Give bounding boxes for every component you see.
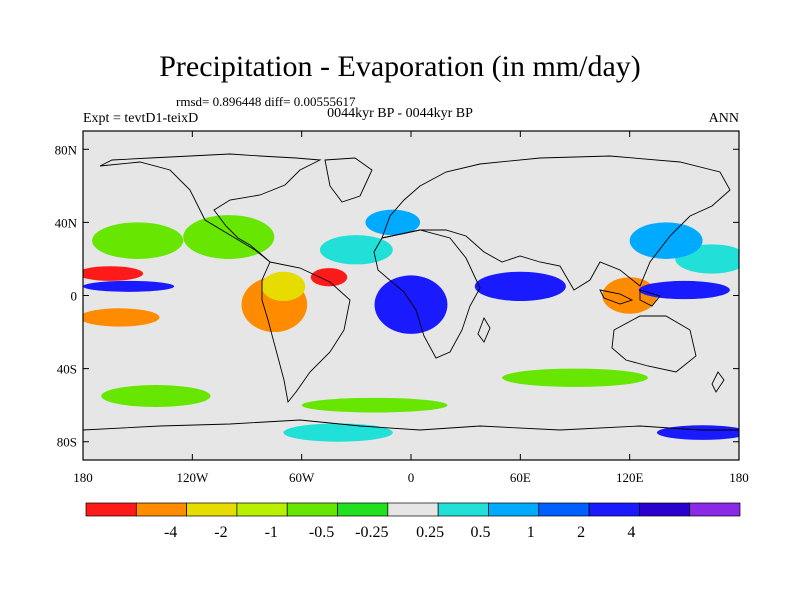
colorbar-label: -2	[214, 524, 227, 541]
coast-south-america	[261, 261, 351, 404]
colorbar-label: 0.5	[470, 524, 490, 541]
colorbar-swatch-1	[135, 502, 187, 517]
coast-north-america	[99, 153, 322, 263]
lat-tick-label: 0	[71, 289, 78, 304]
colorbar-swatch-6	[387, 502, 439, 517]
colorbar-swatch-3	[236, 502, 288, 517]
colorbar-swatch-0	[85, 502, 137, 517]
coast-indonesia	[599, 289, 661, 307]
lon-tick-label: 180	[729, 470, 749, 485]
lon-tick-label: 180	[73, 470, 93, 485]
lon-tick-label: 60W	[289, 470, 315, 485]
colorbar-label: 0.25	[416, 524, 444, 541]
contour-region-1	[83, 280, 175, 292]
lon-tick-label: 120W	[176, 470, 209, 485]
contour-region-0	[83, 266, 144, 281]
contour-region-17	[502, 368, 648, 387]
contour-region-9	[365, 209, 421, 236]
coast-africa	[373, 229, 481, 359]
contour-region-7	[310, 268, 348, 287]
stats-label: rmsd= 0.896448 diff= 0.00555617	[176, 94, 356, 109]
contour-region-8	[319, 235, 393, 265]
coast-australia	[611, 315, 697, 373]
lon-tick-label: 120E	[616, 470, 644, 485]
subtitle: 0044kyr BP - 0044kyr BP	[327, 106, 473, 121]
colorbar-swatch-11	[639, 502, 691, 517]
colorbar-swatch-7	[437, 502, 489, 517]
contour-region-16	[301, 397, 448, 413]
lon-tick-label: 60E	[510, 470, 531, 485]
contour-region-19	[283, 423, 393, 442]
colorbar-label: -4	[164, 524, 177, 541]
coast-eurasia	[381, 155, 731, 291]
contour-region-6	[261, 271, 306, 301]
season-label: ANN	[708, 111, 739, 126]
contour-region-11	[474, 271, 566, 301]
lat-tick-label: 80S	[57, 435, 77, 450]
colorbar-swatch-4	[286, 502, 338, 517]
contour-region-20	[657, 425, 739, 440]
lat-tick-label: 80N	[55, 142, 78, 157]
coast-antarctica	[83, 419, 739, 431]
colorbar-swatch-2	[186, 502, 238, 517]
colorbar-swatch-8	[488, 502, 540, 517]
colorbar-label: -0.5	[309, 524, 334, 541]
colorbar-swatch-5	[337, 502, 389, 517]
colorbar-swatch-9	[538, 502, 590, 517]
colorbar-swatch-10	[588, 502, 640, 517]
contour-region-2	[83, 308, 160, 327]
colorbar-label: 1	[527, 524, 535, 541]
colorbar-swatch-12	[689, 502, 741, 517]
colorbar-label: -1	[265, 524, 278, 541]
contour-region-13	[638, 280, 730, 300]
colorbar-label: 2	[577, 524, 585, 541]
coast-madagascar	[477, 316, 491, 343]
chart-title: Precipitation - Evaporation (in mm/day)	[159, 50, 641, 83]
colorbar-label: -0.25	[355, 524, 388, 541]
coast-new-zealand	[711, 371, 725, 393]
experiment-label: Expt = tevtD1-teixD	[83, 111, 199, 126]
contour-region-4	[183, 215, 275, 259]
contour-region-3	[92, 222, 184, 259]
contour-region-10	[374, 275, 448, 334]
coast-greenland	[324, 157, 373, 203]
colorbar-label: 4	[627, 524, 635, 541]
contour-region-18	[101, 385, 211, 407]
lat-tick-label: 40N	[55, 215, 78, 230]
lon-tick-label: 0	[408, 470, 415, 485]
lat-tick-label: 40S	[57, 362, 77, 377]
